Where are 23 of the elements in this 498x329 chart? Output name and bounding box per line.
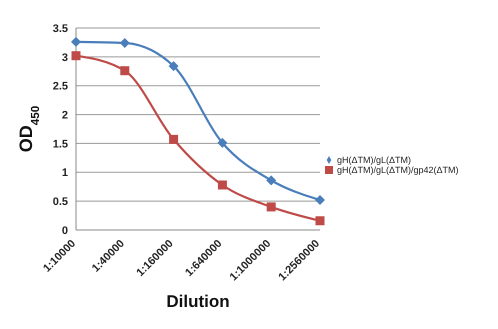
point — [120, 66, 130, 76]
x-axis-title: Dilution — [166, 292, 230, 311]
point — [316, 216, 324, 226]
point — [168, 61, 179, 72]
point — [72, 51, 80, 60]
y-tick-label: 3.5 — [52, 22, 68, 35]
point — [266, 202, 276, 212]
point — [169, 134, 178, 144]
legend-label: gH(ΔTM)/gL(ΔTM)/gp42(ΔTM) — [337, 164, 459, 174]
point — [315, 194, 325, 205]
y-tick-label: 1 — [62, 167, 68, 180]
point — [120, 38, 130, 48]
point — [71, 36, 81, 47]
legend-label: gH(ΔTM)/gL(ΔTM) — [337, 154, 412, 164]
y-tick-label: 0 — [62, 224, 68, 237]
point — [217, 138, 228, 148]
point — [218, 180, 227, 190]
y-tick-label: 2.5 — [52, 80, 68, 93]
point — [266, 175, 276, 186]
y-tick-label: 3 — [62, 52, 68, 64]
y-tick-label: 0.5 — [52, 196, 68, 208]
y-tick-label: 2 — [62, 109, 68, 122]
y-tick-label: 1.5 — [52, 138, 68, 150]
